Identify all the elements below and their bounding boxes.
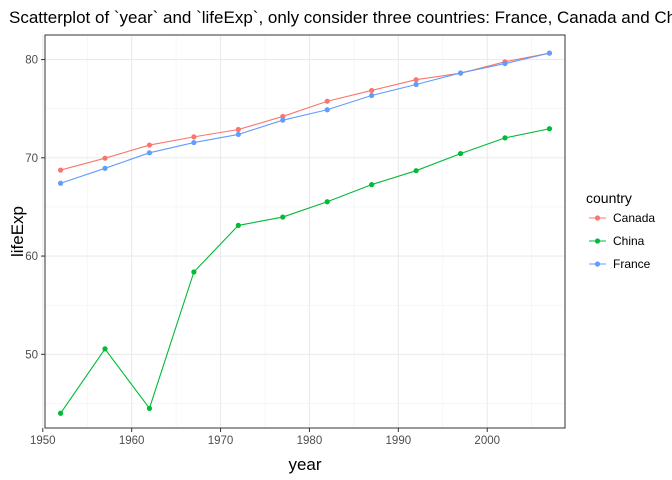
data-point-canada	[413, 77, 419, 83]
x-tick-label: 1980	[297, 435, 323, 447]
data-point-france	[235, 131, 241, 138]
data-point-france	[146, 150, 153, 156]
x-tick-label: 1990	[386, 435, 412, 447]
series-line-canada	[60, 52, 550, 171]
x-tick-label: 1960	[119, 435, 145, 447]
series-china	[57, 126, 553, 416]
data-point-france	[502, 60, 508, 67]
y-tick-label: 80	[25, 55, 38, 67]
series-france	[57, 50, 553, 186]
x-axis-title: year	[288, 455, 321, 474]
legend-item-france: France	[589, 257, 651, 271]
legend-item-canada: Canada	[589, 211, 655, 225]
series-line-france	[60, 52, 550, 184]
axis-ticks: 1950 1960 1970 1980 1990 2000 50 60 70 80	[25, 55, 500, 447]
data-point-china	[502, 135, 508, 141]
y-axis-title: lifeExp	[8, 206, 27, 257]
legend-key-point	[594, 238, 601, 244]
legend-key-point	[594, 261, 601, 267]
data-point-canada	[191, 134, 197, 140]
legend-label: France	[613, 257, 651, 271]
data-point-france	[102, 165, 108, 171]
series-line-china	[60, 128, 550, 414]
data-point-canada	[146, 142, 153, 148]
data-point-canada	[369, 87, 375, 94]
y-tick-label: 60	[25, 251, 38, 263]
data-point-china	[324, 199, 330, 205]
x-tick-label: 1970	[208, 435, 234, 447]
legend-key-point	[594, 215, 601, 221]
legend-label: Canada	[613, 211, 655, 225]
chart-title: Scatterplot of `year` and `lifeExp`, onl…	[9, 8, 672, 27]
data-point-france	[280, 117, 286, 123]
legend-item-china: China	[589, 234, 645, 248]
data-point-canada	[57, 167, 64, 173]
data-point-china	[546, 126, 553, 132]
data-point-canada	[235, 126, 241, 133]
data-point-canada	[324, 98, 330, 104]
data-point-canada	[280, 113, 286, 120]
y-tick-label: 50	[25, 349, 38, 361]
legend-label: China	[613, 234, 645, 248]
data-point-france	[413, 81, 419, 88]
data-point-france	[57, 180, 64, 186]
data-point-china	[191, 269, 197, 275]
y-tick-label: 70	[25, 153, 38, 165]
data-point-france	[546, 50, 553, 56]
data-point-china	[369, 182, 375, 188]
data-point-china	[57, 410, 64, 416]
data-point-france	[191, 139, 197, 146]
data-point-china	[102, 346, 108, 352]
legend: country Canada China France	[586, 190, 655, 271]
data-point-china	[280, 214, 286, 220]
plot-series	[57, 50, 553, 416]
data-point-china	[457, 150, 464, 157]
data-point-china	[235, 222, 241, 229]
legend-title: country	[586, 190, 632, 206]
x-tick-label: 1950	[30, 435, 56, 447]
data-point-france	[369, 92, 375, 99]
data-point-france	[324, 107, 330, 113]
x-tick-label: 2000	[474, 435, 500, 447]
data-point-france	[457, 70, 464, 76]
data-point-china	[413, 168, 419, 174]
data-point-china	[146, 405, 153, 411]
grid	[42, 35, 565, 428]
data-point-canada	[102, 155, 108, 161]
panel-border	[44, 34, 566, 429]
